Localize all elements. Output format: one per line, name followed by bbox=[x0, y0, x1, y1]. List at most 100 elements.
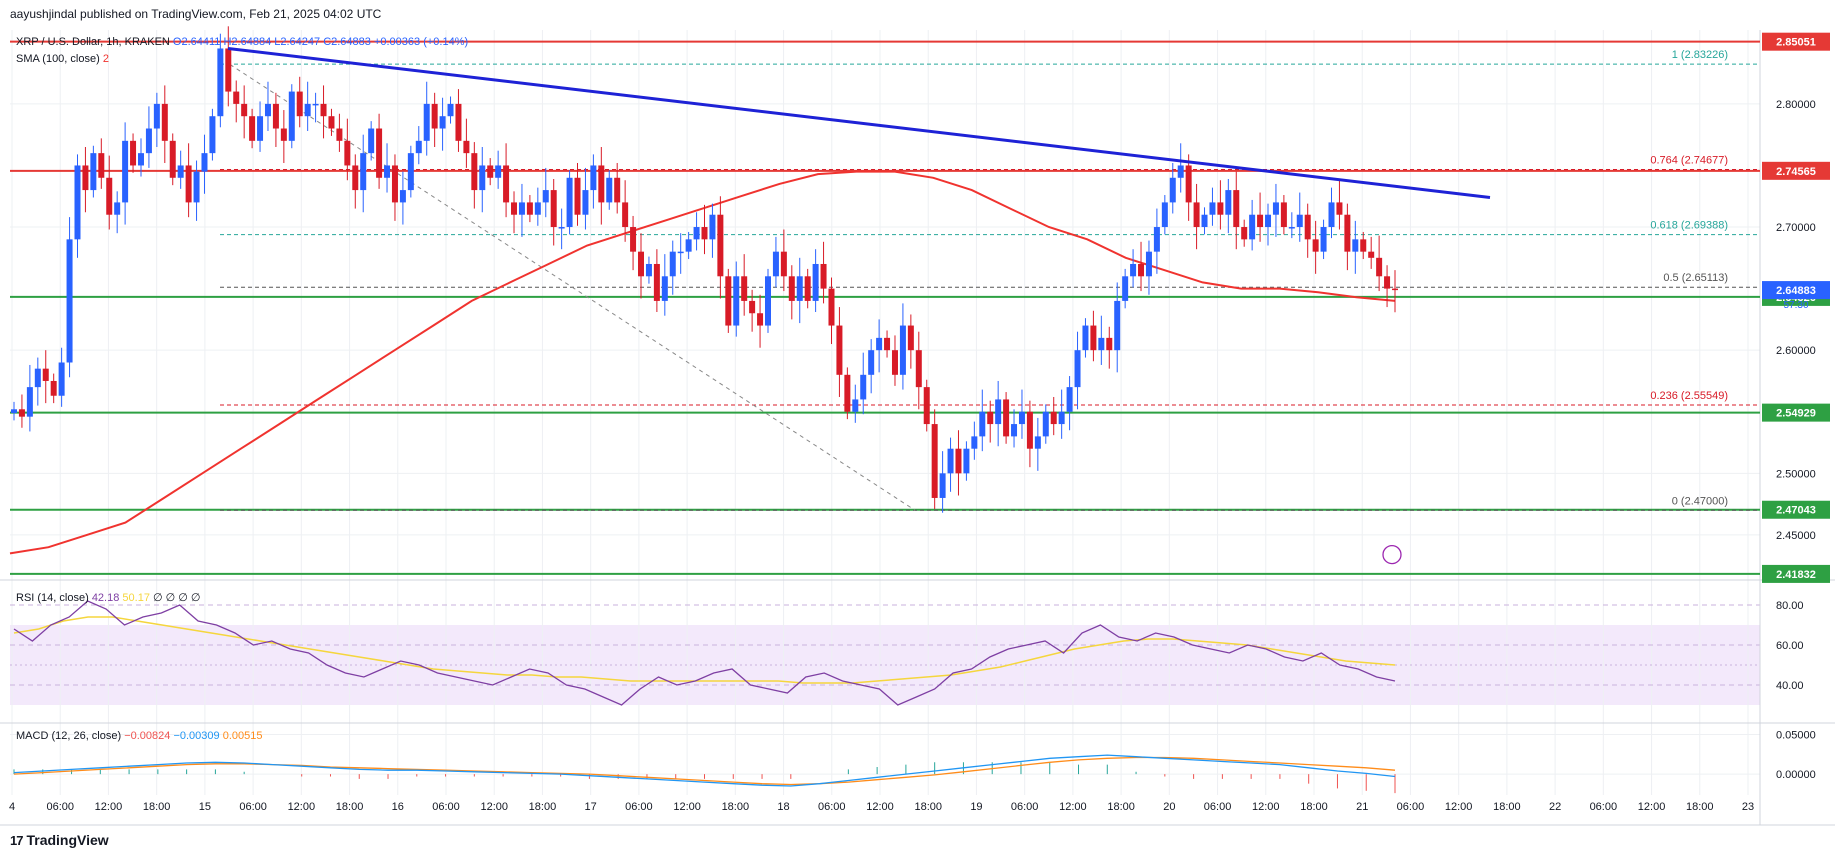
fib-level-label: 0 (2.47000) bbox=[1672, 495, 1728, 507]
candle-body bbox=[82, 165, 89, 191]
candle-body bbox=[852, 399, 859, 412]
candle-body bbox=[296, 91, 303, 117]
sma-line bbox=[9, 170, 1396, 555]
sma-legend: SMA (100, close) 2 bbox=[16, 53, 109, 65]
candle-body bbox=[384, 165, 391, 178]
candle-body bbox=[169, 140, 176, 178]
candle-body bbox=[995, 399, 1002, 425]
candle-body bbox=[1138, 263, 1145, 277]
countdown-label: 57:30 bbox=[1783, 300, 1808, 311]
candle-body bbox=[939, 473, 946, 498]
x-tick-label: 06:00 bbox=[818, 801, 846, 813]
support-price-label-box bbox=[1762, 564, 1830, 583]
candle-body bbox=[923, 387, 930, 425]
candle-body bbox=[1003, 399, 1010, 437]
candle-body bbox=[1050, 411, 1057, 425]
candle-body bbox=[415, 140, 422, 154]
candle-body bbox=[18, 409, 25, 417]
candle-body bbox=[971, 436, 978, 449]
tradingview-logo[interactable]: 17 TradingView bbox=[10, 832, 109, 848]
candle-body bbox=[471, 153, 478, 191]
candle-body bbox=[987, 411, 994, 425]
candle-body bbox=[98, 153, 105, 178]
candle-body bbox=[1384, 276, 1391, 289]
candle-body bbox=[1360, 239, 1367, 252]
candle-body bbox=[630, 227, 637, 252]
candle-body bbox=[1130, 263, 1137, 277]
candle-body bbox=[891, 350, 898, 375]
candle-body bbox=[884, 337, 891, 351]
candle-body bbox=[114, 202, 121, 215]
x-tick-label: 18 bbox=[777, 801, 789, 813]
candle-body bbox=[1233, 190, 1240, 228]
candle-body bbox=[1392, 288, 1398, 291]
candle-body bbox=[1217, 202, 1224, 215]
x-tick-label: 12:00 bbox=[480, 801, 508, 813]
candle-body bbox=[1098, 337, 1105, 351]
candle-body bbox=[463, 140, 470, 154]
price-legend: XRP / U.S. Dollar, 1h, KRAKEN O2.64411 H… bbox=[16, 36, 468, 48]
x-tick-label: 06:00 bbox=[1011, 801, 1039, 813]
candle-body bbox=[717, 214, 724, 277]
candle-body bbox=[622, 202, 629, 228]
candle-body bbox=[542, 190, 549, 203]
candle-body bbox=[669, 251, 676, 277]
rsi-line bbox=[13, 600, 1396, 706]
candle-body bbox=[757, 313, 764, 326]
candle-body bbox=[518, 202, 525, 215]
candle-body bbox=[304, 103, 311, 117]
candle-body bbox=[582, 190, 589, 215]
candle-body bbox=[1265, 214, 1272, 228]
candle-body bbox=[360, 153, 367, 191]
candle-body bbox=[1074, 350, 1081, 388]
candle-body bbox=[733, 276, 740, 326]
x-tick-label: 18:00 bbox=[1686, 801, 1714, 813]
x-tick-label: 06:00 bbox=[625, 801, 653, 813]
candle-body bbox=[1376, 257, 1383, 277]
fib-level-label: 1 (2.83226) bbox=[1672, 49, 1728, 61]
candle-body bbox=[1280, 202, 1287, 228]
candle-body bbox=[638, 251, 645, 277]
candle-body bbox=[947, 448, 954, 474]
candle-body bbox=[1034, 436, 1041, 449]
candle-body bbox=[796, 276, 803, 301]
candle-body bbox=[1011, 424, 1018, 437]
x-tick-label: 21 bbox=[1356, 801, 1368, 813]
candle-body bbox=[606, 177, 613, 203]
support-price-label-box bbox=[1762, 500, 1830, 519]
x-tick-label: 06:00 bbox=[1590, 801, 1618, 813]
candle-body bbox=[1090, 325, 1097, 351]
rsi-tick-label: 40.00 bbox=[1776, 680, 1804, 692]
candle-body bbox=[701, 227, 708, 240]
candle-body bbox=[590, 165, 597, 191]
candle-body bbox=[772, 251, 779, 277]
candle-body bbox=[1368, 251, 1375, 258]
candle-body bbox=[1185, 165, 1192, 203]
candle-body bbox=[177, 165, 184, 178]
x-tick-label: 18:00 bbox=[1493, 801, 1521, 813]
candle-body bbox=[677, 251, 684, 254]
candle-body bbox=[1272, 202, 1279, 215]
x-tick-label: 18:00 bbox=[336, 801, 364, 813]
candle-body bbox=[1336, 202, 1343, 215]
candle-body bbox=[479, 165, 486, 191]
y-tick-label: 2.70000 bbox=[1776, 222, 1816, 234]
candle-body bbox=[1249, 214, 1256, 240]
y-tick-label: 2.80000 bbox=[1776, 99, 1816, 111]
last-price-label-box bbox=[1762, 281, 1830, 300]
candle-body bbox=[90, 153, 97, 191]
support-price-label: 2.47043 bbox=[1776, 505, 1816, 517]
candle-body bbox=[844, 374, 851, 412]
candle-body bbox=[1193, 202, 1200, 228]
x-tick-label: 16 bbox=[392, 801, 404, 813]
candle-body bbox=[487, 165, 494, 178]
candle-body bbox=[709, 214, 716, 240]
candle-body bbox=[741, 276, 748, 301]
candle-body bbox=[11, 409, 17, 413]
candle-body bbox=[225, 48, 232, 92]
candle-body bbox=[868, 350, 875, 375]
rsi-tick-label: 60.00 bbox=[1776, 640, 1804, 652]
candle-body bbox=[233, 91, 240, 104]
candle-body bbox=[550, 190, 557, 228]
